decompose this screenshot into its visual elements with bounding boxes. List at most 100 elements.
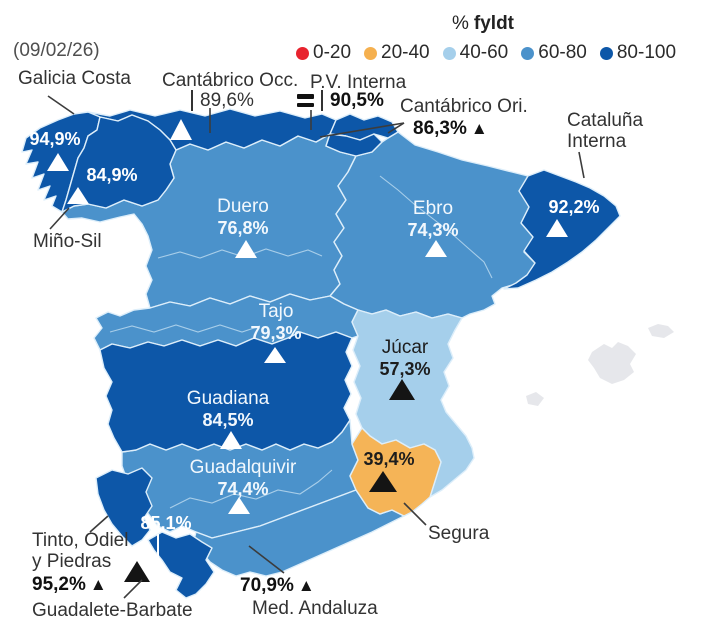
guadiana-value: 84,5% xyxy=(202,410,254,430)
cantabrico-ori-value: 86,3% xyxy=(413,118,467,139)
island-ibiza xyxy=(526,392,544,406)
guadalete-leader-line xyxy=(123,579,143,599)
river-guadalquivir xyxy=(169,469,333,509)
duero-value: 76,8% xyxy=(217,218,269,238)
legend-item-0-20: 0-20 xyxy=(296,42,351,64)
legend-label-80-100: 80-100 xyxy=(616,42,677,63)
med-andaluza-leader-line xyxy=(248,545,285,574)
jucar-trend-up-icon xyxy=(389,379,415,400)
legend-label-40-60: 40-60 xyxy=(459,42,509,63)
cantabrico-ori-leader-line-2 xyxy=(387,122,405,134)
med-andaluza-trend-up-icon: ▲ xyxy=(297,576,315,595)
legend-dot-60-80 xyxy=(521,46,535,60)
galicia-costa-map-value: 94,9% xyxy=(29,129,81,149)
region-segura xyxy=(349,427,442,517)
mino-sil-label: Miño-Sil xyxy=(33,231,102,252)
med-andaluza-value: 70,9% xyxy=(240,575,294,596)
tinto-odiel-leader-line xyxy=(89,515,109,533)
cataluna-interna-label-line1: Cataluña xyxy=(567,110,644,131)
guadalquivir-value: 74,4% xyxy=(217,479,269,499)
legend-dot-40-60 xyxy=(442,46,456,60)
tajo-map-label: Tajo 79,3% xyxy=(250,301,301,344)
tinto-odiel-trend-up-icon: ▲ xyxy=(89,575,107,594)
tinto-odiel-value: 95,2% xyxy=(32,574,86,595)
legend-dot-0-20 xyxy=(296,46,309,60)
tinto-odiel-label-line1: Tinto, Odiel xyxy=(32,530,129,551)
guadalete-trend-up-icon xyxy=(124,561,150,582)
guadalquivir-trend-up-icon xyxy=(228,497,250,514)
segura-label: Segura xyxy=(428,523,490,544)
river-tajo xyxy=(109,324,261,333)
guadalete-map-value: 85,1% xyxy=(140,513,192,533)
tajo-trend-up-icon xyxy=(264,347,286,363)
jucar-value: 57,3% xyxy=(379,359,431,379)
cantabrico-occ-label: Cantábrico Occ. xyxy=(162,70,299,91)
guadiana-map-label: Guadiana 84,5% xyxy=(187,388,269,431)
legend-label-20-40: 20-40 xyxy=(381,42,430,63)
cantabrico-ori-trend-up-icon: ▲ xyxy=(470,119,488,138)
legend-label-0-20: 0-20 xyxy=(313,42,352,63)
jucar-name: Júcar xyxy=(381,337,429,358)
cantabrico-occ-trend-up-icon xyxy=(170,119,192,140)
region-pv-interna xyxy=(325,133,383,157)
med-andaluza-label: Med. Andaluza xyxy=(252,598,378,619)
region-guadalete-barbate xyxy=(147,531,215,599)
date-label: (09/02/26) xyxy=(13,40,100,61)
region-mino-sil xyxy=(61,114,177,213)
galicia-costa-leader-line xyxy=(47,95,75,115)
trend-equal-icon xyxy=(297,94,314,107)
region-med-andaluza xyxy=(193,489,405,577)
ebro-map-label: Ebro 74,3% xyxy=(407,198,458,241)
segura-trend-up-icon xyxy=(369,471,397,492)
legend-label-60-80: 60-80 xyxy=(538,42,587,63)
legend: 0-20 20-40 40-60 60-80 80-100 xyxy=(296,42,676,64)
galicia-costa-trend-up-icon xyxy=(47,153,69,171)
cantabrico-ori-leader-line-1 xyxy=(319,122,405,138)
legend-item-40-60: 40-60 xyxy=(442,42,509,64)
tajo-value: 79,3% xyxy=(250,323,302,343)
duero-trend-up-icon xyxy=(235,240,257,258)
guadalquivir-map-label: Guadalquivir 74,4% xyxy=(190,457,297,500)
legend-title-prefix: % xyxy=(452,13,469,34)
guadalete-barbate-label: Guadalete-Barbate xyxy=(32,600,193,621)
segura-map-value: 39,4% xyxy=(363,449,415,469)
legend-dot-20-40 xyxy=(364,46,378,60)
cataluna-interna-map-value: 92,2% xyxy=(548,197,600,217)
ebro-value: 74,3% xyxy=(407,220,459,240)
cataluna-interna-label-line2: Interna xyxy=(567,131,627,152)
ebro-name: Ebro xyxy=(412,198,454,219)
cantabrico-occ-value: 89,6% xyxy=(191,90,254,111)
legend-item-80-100: 80-100 xyxy=(599,42,677,64)
tinto-odiel-label: Tinto, Odiel y Piedras xyxy=(32,530,128,572)
island-menorca xyxy=(648,324,674,338)
cataluna-interna-label: Cataluña Interna xyxy=(567,110,643,152)
med-andaluza-value-row: 70,9% ▲ xyxy=(240,575,315,596)
guadalquivir-name: Guadalquivir xyxy=(189,457,297,478)
region-guadiana xyxy=(99,331,353,453)
mino-sil-leader-line xyxy=(49,207,70,230)
ebro-trend-up-icon xyxy=(425,240,447,257)
duero-map-label: Duero 76,8% xyxy=(217,196,269,239)
guadiana-trend-up-icon xyxy=(220,431,242,449)
region-jucar xyxy=(351,309,475,498)
mino-sil-trend-up-icon xyxy=(67,187,89,204)
river-ebro xyxy=(379,175,493,279)
cataluna-interna-trend-up-icon xyxy=(546,219,568,237)
pv-interna-value: 90,5% xyxy=(321,90,384,111)
cantabrico-ori-value-row: 86,3% ▲ xyxy=(413,118,488,139)
segura-leader-line xyxy=(403,502,427,526)
tinto-odiel-value-row: 95,2% ▲ xyxy=(32,574,107,595)
tinto-odiel-label-line2: y Piedras xyxy=(32,551,112,572)
cantabrico-ori-label: Cantábrico Ori. xyxy=(400,96,528,117)
tajo-name: Tajo xyxy=(258,301,294,322)
legend-title-bold: fyldt xyxy=(473,13,515,34)
cataluna-interna-leader-line xyxy=(578,151,585,179)
pv-interna-value-row: 90,5% xyxy=(297,90,384,111)
pv-interna-label: P.V. Interna xyxy=(310,72,407,93)
legend-item-60-80: 60-80 xyxy=(521,42,587,64)
duero-name: Duero xyxy=(217,196,269,217)
legend-item-20-40: 20-40 xyxy=(364,42,430,64)
legend-dot-80-100 xyxy=(599,46,613,60)
